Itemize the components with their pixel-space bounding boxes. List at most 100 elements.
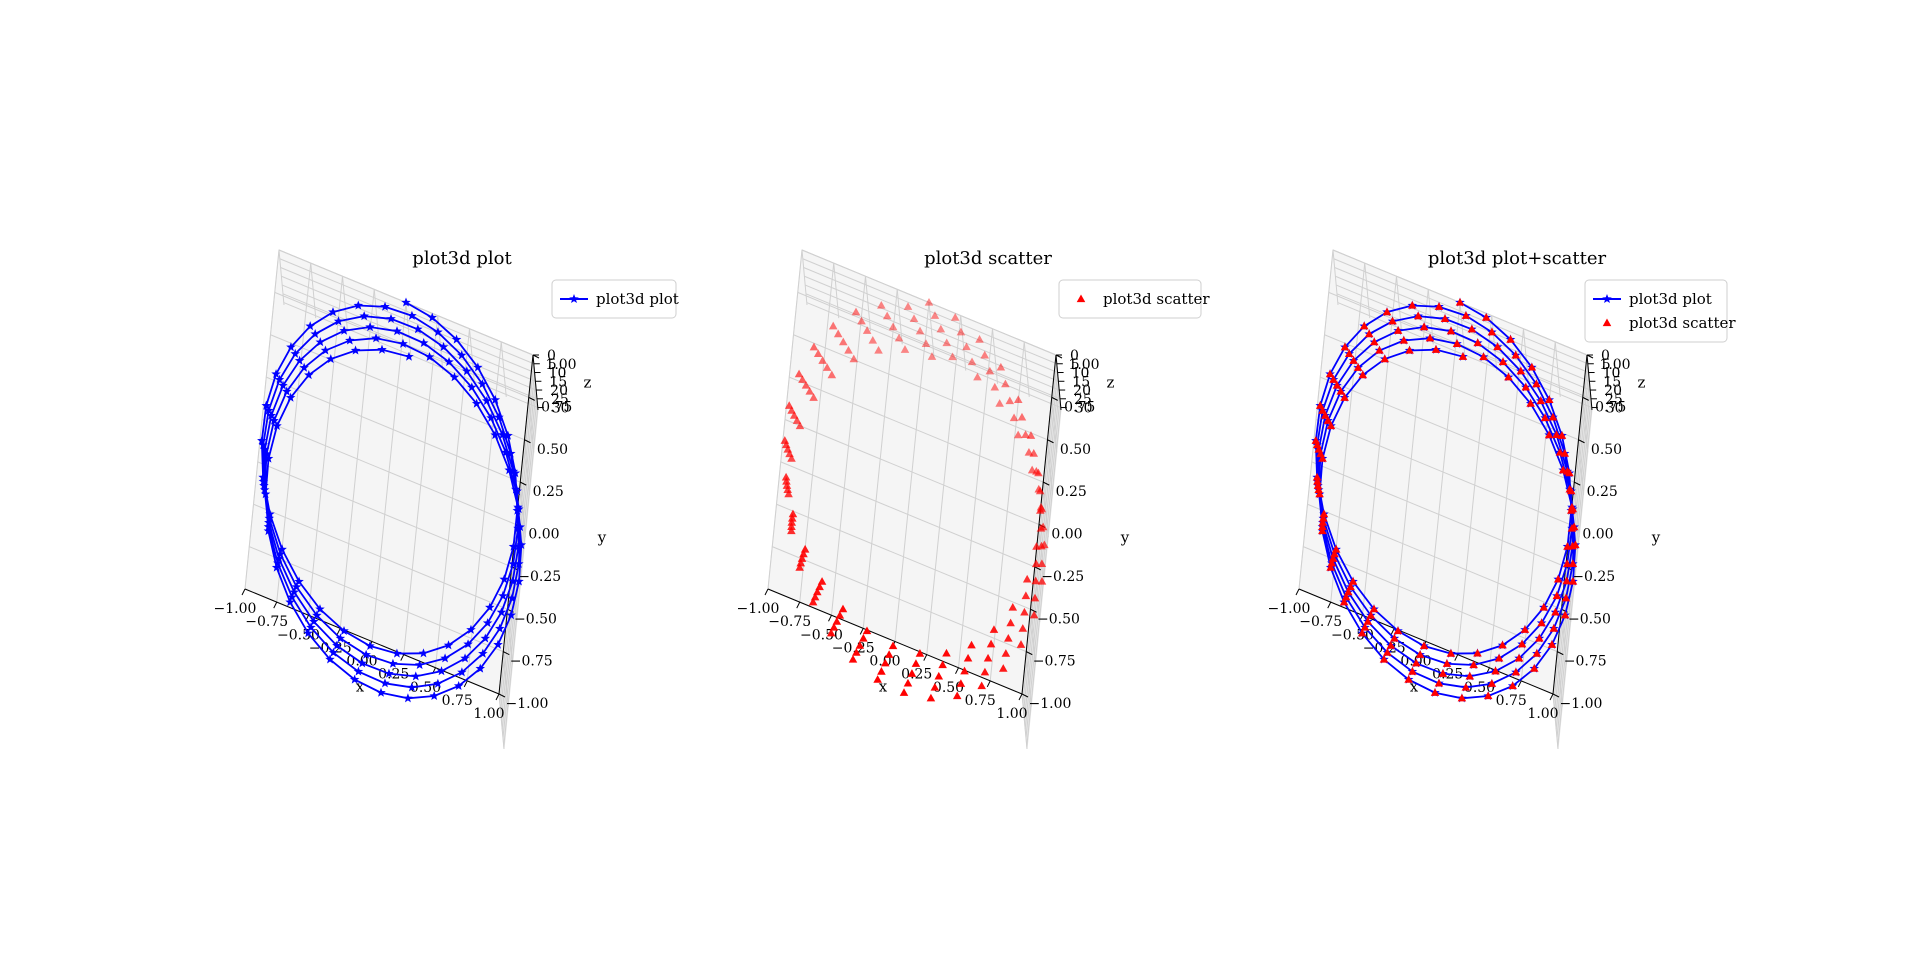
star-marker [475,663,486,673]
y-tick-label: 0.50 [537,442,568,458]
star-marker [398,338,408,348]
star-marker [403,693,413,703]
triangle-marker [828,321,838,330]
triangle-marker [783,485,792,494]
star-marker [285,597,295,607]
triangle-marker [921,339,931,347]
triangle-marker [1506,335,1515,343]
star-marker [290,348,300,358]
z-tick-label: 25 [551,392,569,408]
triangle-marker [1366,610,1376,619]
gridline-y [253,503,508,610]
z-tick-label: 10 [1603,366,1621,382]
gridline-z [280,267,535,373]
triangle-marker [1005,396,1015,405]
triangle-marker [1529,664,1539,672]
triangle-marker [1473,648,1482,657]
triangle-marker [1504,372,1513,381]
star-marker [438,341,449,352]
star-marker [339,325,349,335]
triangle-marker [1016,640,1026,648]
triangle-marker [1511,350,1521,359]
legend-box [1058,279,1202,319]
triangle-marker [989,625,999,633]
triangle-marker [1568,576,1578,585]
triangle-marker [1327,558,1337,567]
y-tick-label: −0.25 [518,569,561,585]
triangle-marker [849,354,859,363]
triangle-marker [1360,623,1370,631]
star-marker [312,610,322,620]
star-marker [463,639,473,649]
triangle-marker [1004,633,1013,642]
x-tick-label: 1.00 [1527,706,1558,722]
triangle-marker [862,326,872,334]
triangle-marker [1399,335,1409,344]
triangle-marker [1031,576,1040,585]
triangle-marker [1031,559,1041,568]
star-marker [365,640,375,651]
triangle-marker [792,416,802,424]
star-marker [281,386,292,396]
y-tick-label: −0.75 [1033,654,1076,670]
gridline-y [1303,546,1558,653]
triangle-marker [884,650,894,658]
y-tick [1578,439,1585,444]
triangle-marker [839,337,848,346]
triangle-marker [907,669,917,677]
triangle-marker [900,345,910,353]
gridline-y [772,546,1027,653]
triangle-marker [877,300,886,309]
y-tick [1026,651,1033,656]
triangle-marker [915,326,925,335]
y-tick-label: −0.25 [1572,569,1615,585]
star-marker [306,622,316,632]
z-tick-label: 15 [1603,374,1621,390]
star-marker [261,448,272,459]
y-tick-label: 1.00 [1068,357,1099,373]
triangle-marker [844,345,853,354]
z-tick-label: 0 [1070,348,1079,364]
star-marker [392,648,402,658]
y-tick-label: 0.00 [1051,527,1082,543]
triangle-marker [862,626,872,635]
triangle-marker [1520,625,1530,633]
star-marker [462,366,472,376]
x-tick [764,588,769,596]
star-marker [258,472,268,482]
triangle-marker [930,682,940,691]
triangle-marker [1021,430,1030,439]
star-marker [265,509,275,519]
legend-triangle-marker [1602,318,1612,327]
star-marker [511,484,521,494]
triangle-marker [1326,421,1336,430]
triangle-marker [977,681,986,690]
triangle-marker [1527,362,1537,371]
triangle-marker [874,345,883,354]
triangle-marker [1364,329,1374,338]
triangle-marker [1544,395,1554,404]
triangle-marker [1561,593,1571,602]
triangle-marker [1404,675,1413,683]
triangle-marker [1314,485,1323,494]
triangle-marker [926,693,936,702]
star-marker [506,448,516,458]
z-tick-label: 30 [1075,401,1093,417]
triangle-marker [995,399,1004,407]
x-tick [241,588,246,596]
triangle-marker [996,362,1006,371]
star-marker [433,678,443,688]
x-tick [1018,693,1023,701]
star-marker [485,602,495,612]
star-marker [486,412,496,422]
triangle-marker [1021,591,1031,600]
y-tick-label: −0.25 [1041,569,1084,585]
triangle-marker [1547,640,1557,648]
triangle-marker [948,352,957,361]
triangle-marker [809,342,819,351]
triangle-marker [880,658,890,667]
triangle-marker [1549,624,1559,632]
star-marker [516,540,527,550]
triangle-marker [857,316,866,325]
star-marker [495,623,505,633]
